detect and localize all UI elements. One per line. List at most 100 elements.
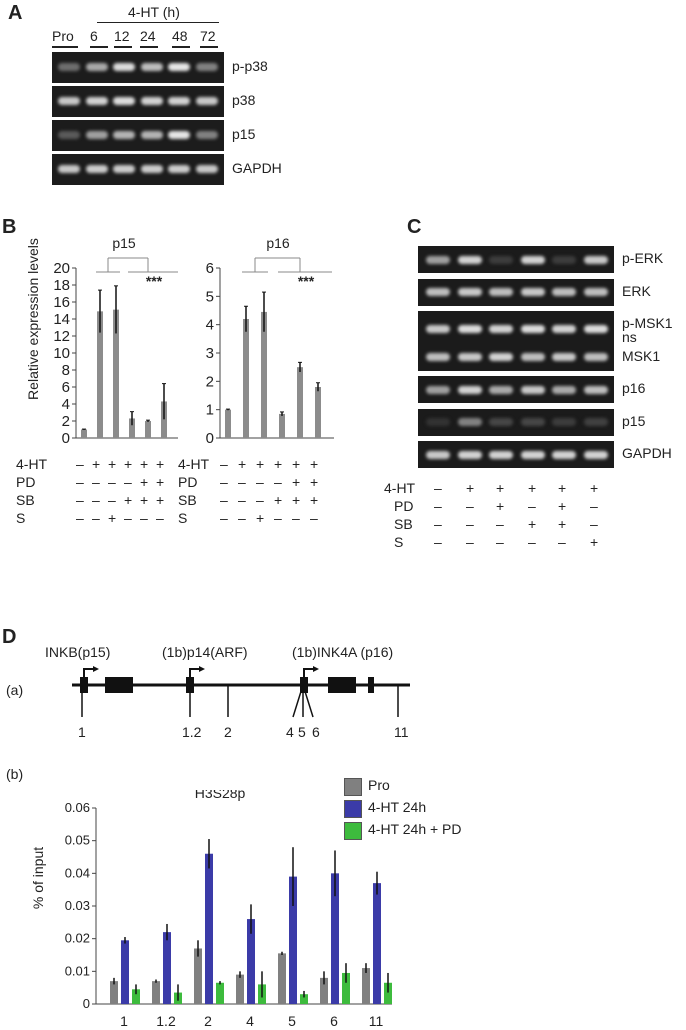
band [168,131,190,139]
legend-label: 4-HT 24h [368,799,427,815]
site-label: 4 [286,724,294,740]
sign: – [140,510,148,526]
sign: + [156,456,165,472]
band [426,353,450,361]
exon-1b-ink4a [300,677,308,693]
row-label: 4-HT [178,456,210,472]
sign: + [156,474,165,490]
lane-underline [140,46,158,48]
band [426,325,450,333]
sign: – [220,510,228,526]
band [85,165,108,173]
band [552,385,576,394]
sign: + [140,456,149,472]
blot-label: p15 [232,126,256,142]
band [489,418,513,426]
promoter-arrowhead-arf [199,666,205,672]
blot-gapdh [418,441,614,468]
sign: + [92,456,101,472]
sign: – [434,534,442,550]
sign: + [256,510,265,526]
bar [279,413,285,438]
band [140,165,163,173]
band [457,450,482,459]
sign: + [558,480,567,496]
promoter-arrow-inkb [83,668,96,677]
y-tick-label: 16 [53,294,70,311]
panel-d-sub-b: (b) [6,766,24,782]
row-label: S [394,534,404,550]
promoter-arrowhead-inkb [93,666,99,672]
sign: + [140,492,149,508]
chart-d-ylabel: % of input [30,846,46,910]
sign: – [220,474,228,490]
sign: + [528,480,537,496]
band [520,418,545,426]
promoter-arrowhead-ink4a [313,666,319,672]
p16-expression-chart: 0 1 2 3 4 5 6 p16 *** [206,235,334,447]
band [583,385,608,394]
y-tick-label: 12 [53,328,70,345]
band [426,288,450,296]
blot-label: p-ERK [622,250,664,266]
blot-label-ns: ns [622,329,637,345]
bar [261,311,267,438]
promoter-arrow-ink4a [303,668,316,677]
exon-1 [80,677,88,693]
blot-p38 [52,86,224,117]
sign: – [92,492,100,508]
y-tick-label: 14 [53,311,70,328]
legend-label: 4-HT 24h + PD [368,821,462,837]
bar [247,919,255,1004]
band [489,450,513,459]
sign: + [590,480,599,496]
sign: – [496,534,504,550]
band [195,165,218,173]
sign: + [292,456,301,472]
band [583,418,608,426]
x-tick-label: 5 [288,1013,296,1029]
band [489,325,513,333]
y-tick-label: 0 [62,430,70,447]
band [583,288,608,296]
row-label: 4-HT [16,456,48,472]
band [520,450,545,459]
band [58,63,80,71]
y-tick-label: 0 [83,996,90,1011]
bar [152,981,160,1004]
lane-label: 12 [114,28,130,44]
x-tick-label: 4 [246,1013,254,1029]
band [426,450,450,459]
sign: – [274,510,282,526]
sign: + [124,492,133,508]
band [168,97,190,105]
y-tick-label: 6 [62,379,70,396]
blot-label: p16 [622,380,646,396]
band [552,418,576,426]
row-label: SB [178,492,197,508]
blot-label: ERK [622,282,651,299]
sign: + [310,474,319,490]
promoter-arrow-arf [189,668,202,677]
y-tick-label: 0.02 [65,931,90,946]
lane-underline [200,46,218,48]
bar [163,932,171,1004]
site-line-4 [292,684,304,718]
bar [216,982,224,1004]
sign: – [92,510,100,526]
row-label: PD [394,498,414,514]
band [140,63,163,71]
row-label: SB [394,516,413,532]
legend-swatch [344,822,362,840]
blot-p15 [418,408,614,436]
row-label: S [178,510,188,526]
band [552,450,576,459]
x-tick-label: 1 [120,1013,128,1029]
sign: + [238,456,247,472]
band [520,288,545,296]
legend-label: Pro [368,777,390,793]
lane-label: 72 [200,28,216,44]
sign: – [434,480,442,496]
sign: + [274,456,283,472]
